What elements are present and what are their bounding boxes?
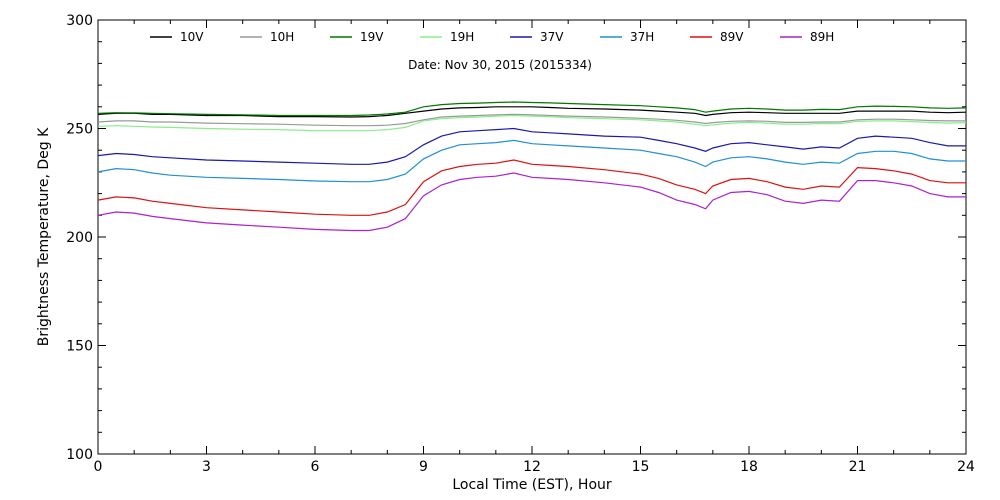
x-tick-label: 18 — [740, 459, 758, 475]
series-line-19v — [97, 101, 967, 117]
chart-title: Date: Nov 30, 2015 (2015334) — [408, 58, 592, 72]
y-tick-label: 150 — [66, 339, 93, 355]
legend-label-37h: 37H — [630, 30, 654, 44]
legend-label-37v: 37V — [540, 30, 564, 44]
y-tick-label: 250 — [66, 122, 93, 138]
legend-label-89v: 89V — [720, 30, 744, 44]
ticks-layer: 0 3 6 9 12 15 18 21 24 100 150 200 250 300 — [66, 13, 975, 475]
series-line-37v — [97, 127, 966, 165]
legend-label-10v: 10V — [180, 30, 204, 44]
x-tick-label: 0 — [94, 459, 103, 475]
x-tick-label: 12 — [523, 459, 541, 475]
series-line-89v — [97, 159, 966, 216]
legend-label-10h: 10H — [270, 30, 294, 44]
x-tick-label: 6 — [311, 459, 320, 475]
x-tick-label: 21 — [849, 459, 867, 475]
legend-label-19v: 19V — [360, 30, 384, 44]
x-axis-label: Local Time (EST), Hour — [452, 477, 612, 493]
y-tick-label: 300 — [66, 13, 93, 29]
y-tick-label: 200 — [66, 230, 93, 246]
series-line-89h — [97, 172, 966, 232]
x-tick-label: 3 — [202, 459, 211, 475]
x-tick-label: 9 — [419, 459, 428, 475]
series-line-10v — [97, 106, 967, 118]
x-tick-label: 15 — [632, 459, 650, 475]
series-line-19h — [97, 114, 967, 132]
series-layer — [97, 101, 967, 232]
legend-label-19h: 19H — [450, 30, 474, 44]
x-tick-label: 24 — [957, 459, 975, 475]
series-line-10h — [97, 113, 966, 127]
y-tick-label: 100 — [66, 447, 93, 463]
series-line-37h — [97, 139, 966, 183]
y-axis-label: Brightness Temperature, Deg K — [36, 127, 52, 346]
plot-frame — [97, 19, 967, 455]
legend: 10V 10H 19V 19H 37V 37H 89V 89H — [150, 30, 834, 44]
legend-label-89h: 89H — [810, 30, 834, 44]
